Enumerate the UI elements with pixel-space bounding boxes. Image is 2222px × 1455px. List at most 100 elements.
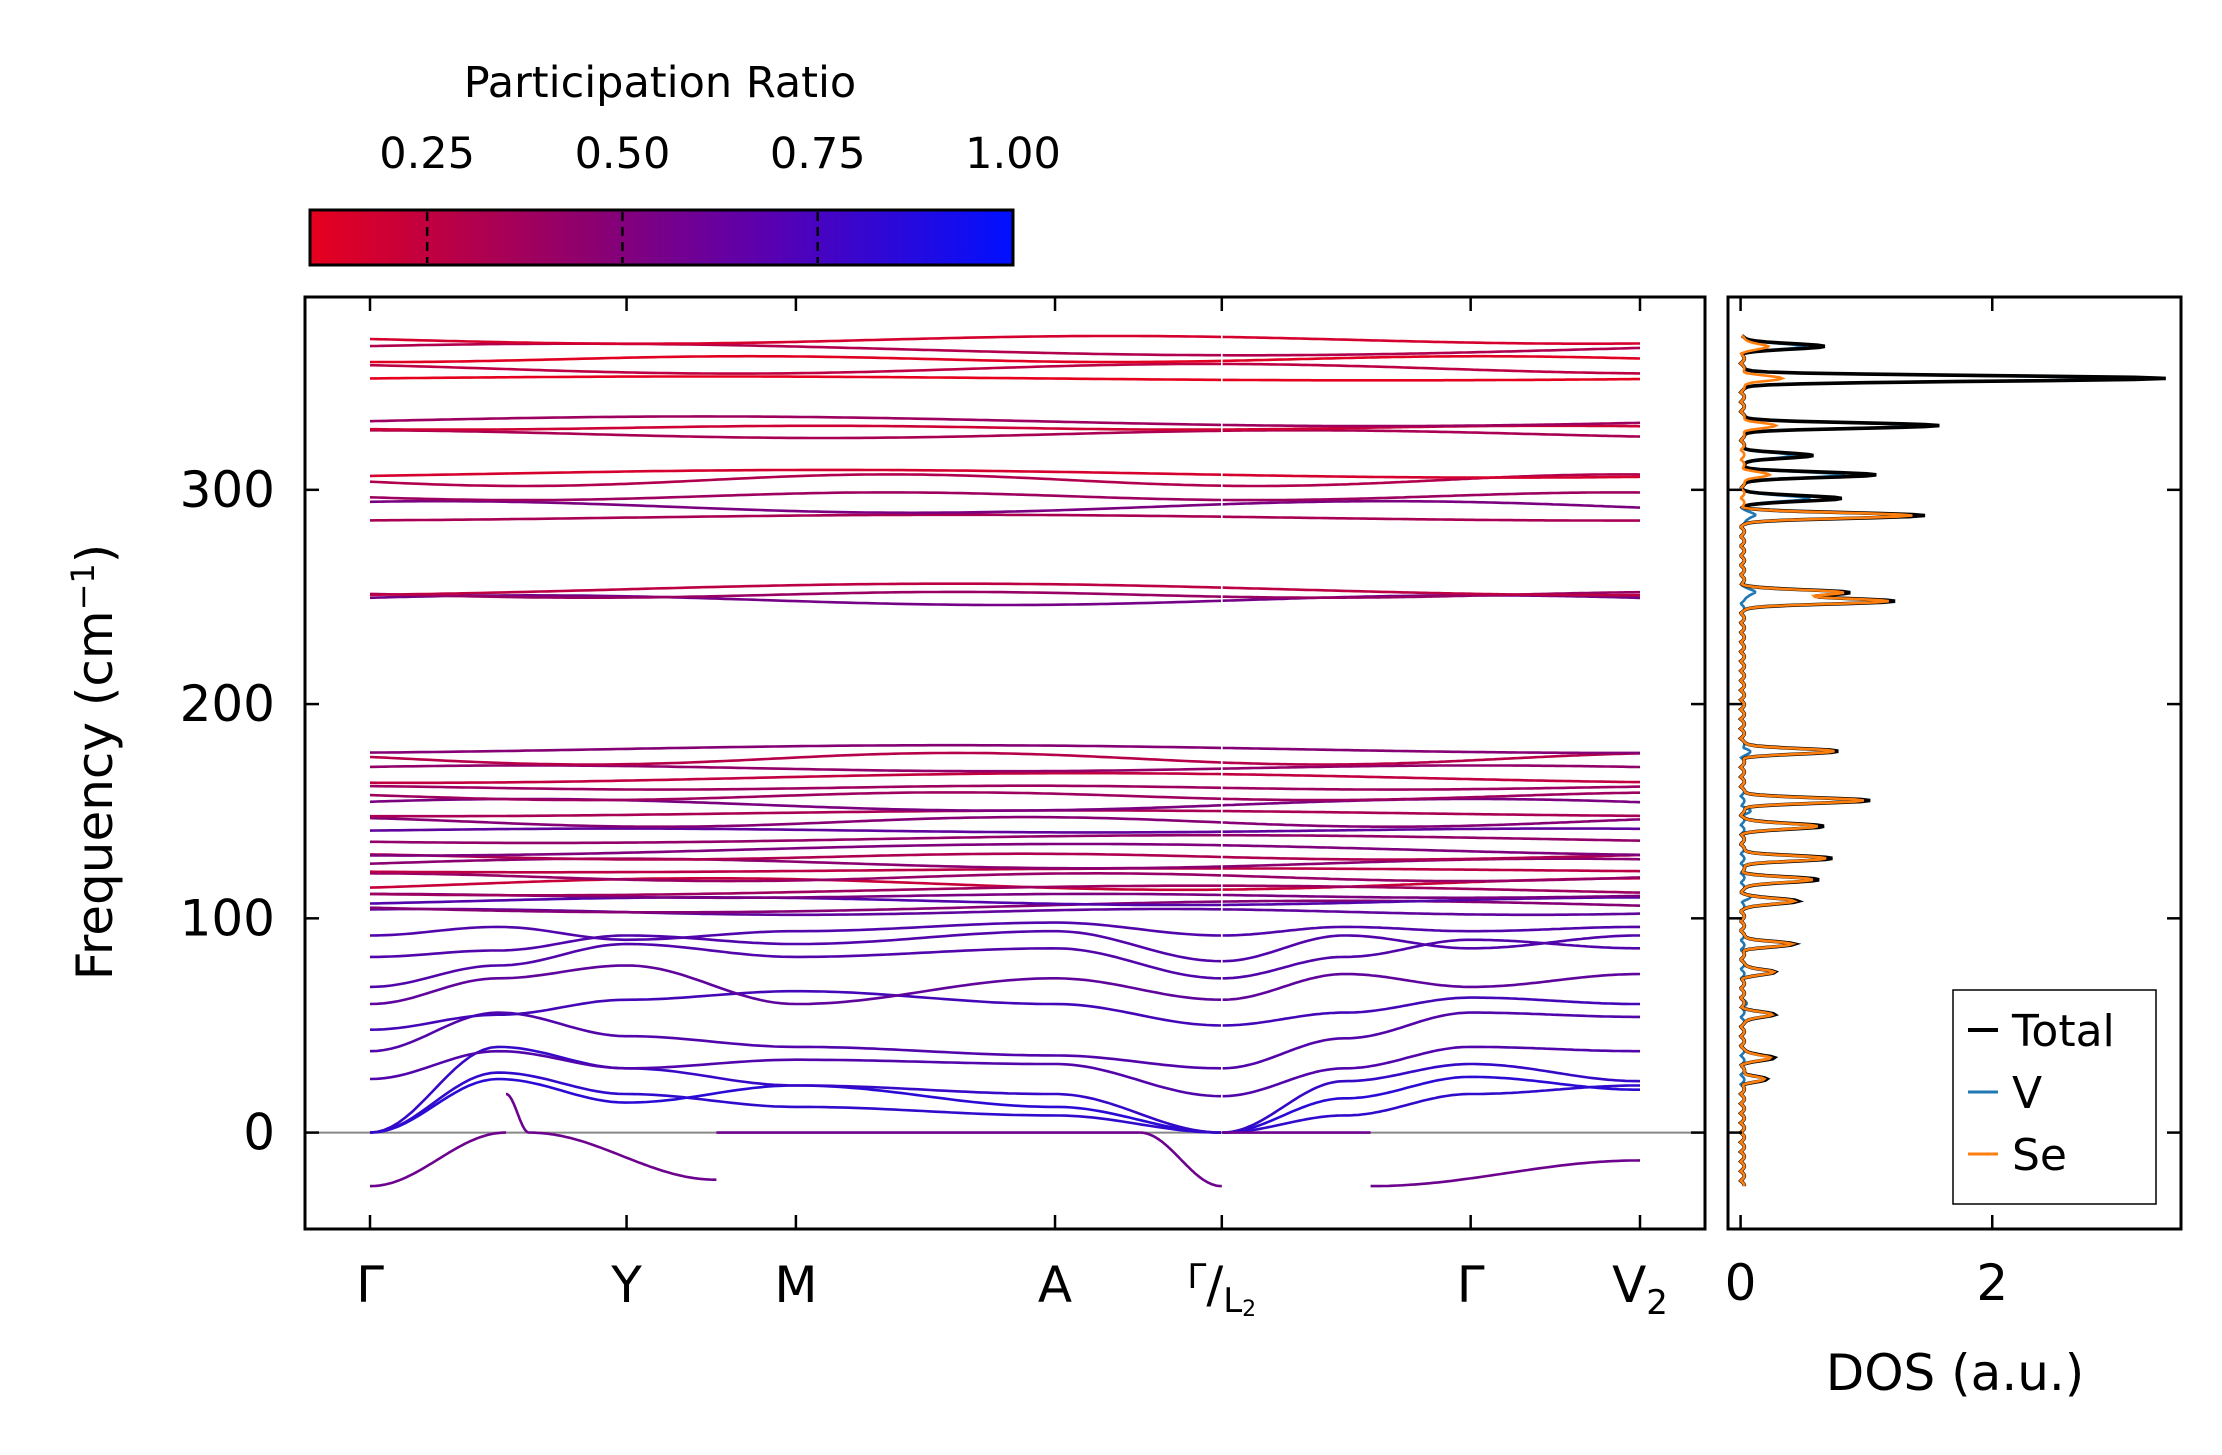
optical-band bbox=[369, 751, 1222, 766]
optical-band bbox=[370, 833, 1221, 845]
acoustic-band bbox=[369, 921, 1222, 942]
k-point-label: Y bbox=[610, 1256, 642, 1314]
optical-band bbox=[1222, 874, 1641, 883]
optical-band bbox=[1222, 764, 1640, 770]
acoustic-band bbox=[370, 929, 1222, 963]
imaginary-band bbox=[505, 1092, 530, 1134]
dos-x-tick-label: 2 bbox=[1976, 1254, 2008, 1312]
legend-box bbox=[1952, 989, 2157, 1205]
optical-band bbox=[1222, 354, 1641, 363]
optical-band bbox=[1222, 429, 1641, 438]
acoustic-band bbox=[1222, 1011, 1640, 1070]
optical-band bbox=[1222, 362, 1640, 375]
acoustic-band bbox=[369, 989, 1222, 1031]
acoustic-band bbox=[369, 1045, 1222, 1134]
k-point-label: Γ bbox=[356, 1256, 384, 1314]
optical-band bbox=[369, 857, 1222, 870]
k-point-label: Γ bbox=[1457, 1256, 1485, 1314]
optical-band bbox=[370, 842, 1222, 857]
colorbar: Participation Ratio 0.25 0.50 0.75 1.00 bbox=[308, 58, 1061, 267]
optical-band bbox=[369, 415, 1222, 427]
optical-band bbox=[369, 827, 1222, 834]
legend-items: Total V Se bbox=[1968, 1006, 2115, 1181]
optical-band bbox=[369, 582, 1222, 597]
acoustic-band bbox=[1222, 925, 1640, 937]
optical-band bbox=[1222, 785, 1641, 791]
optical-band bbox=[1222, 746, 1640, 755]
optical-band bbox=[1222, 473, 1641, 488]
optical-band bbox=[1222, 844, 1640, 857]
legend-label: Se bbox=[2012, 1130, 2067, 1181]
optical-band bbox=[1222, 908, 1641, 917]
acoustic-band bbox=[1222, 934, 1640, 963]
y-tick-label: 200 bbox=[180, 675, 275, 733]
colorbar-ticks: 0.25 0.50 0.75 1.00 bbox=[379, 129, 1061, 263]
optical-band bbox=[1222, 473, 1641, 479]
optical-band bbox=[369, 334, 1222, 345]
optical-band bbox=[1222, 377, 1640, 382]
acoustic-band bbox=[1222, 1084, 1640, 1134]
optical-band bbox=[1222, 818, 1641, 828]
optical-band bbox=[1222, 752, 1641, 766]
optical-band bbox=[1222, 586, 1640, 597]
k-point-label: M bbox=[774, 1256, 817, 1314]
y-tick-label: 100 bbox=[180, 889, 275, 947]
k-point-label: V2 bbox=[1612, 1256, 1668, 1323]
optical-band bbox=[1222, 491, 1641, 502]
optical-band bbox=[370, 375, 1222, 382]
dos-curves bbox=[1737, 334, 2166, 1187]
dos-x-tick-label: 0 bbox=[1725, 1254, 1757, 1312]
optical-band bbox=[1222, 335, 1640, 345]
optical-band bbox=[1222, 884, 1640, 894]
optical-band bbox=[369, 473, 1222, 488]
optical-band bbox=[369, 797, 1222, 812]
optical-band bbox=[1222, 772, 1640, 784]
optical-band bbox=[369, 815, 1222, 828]
acoustic-band bbox=[369, 1049, 1222, 1098]
band-axis-ticks: 0 100 200 300 Γ Y M A Γ/L2 Γ V2 bbox=[180, 297, 1705, 1323]
acoustic-band bbox=[369, 942, 1222, 989]
y-tick-label: 0 bbox=[243, 1104, 275, 1162]
acoustic-band bbox=[369, 1071, 1222, 1134]
phonon-bands bbox=[369, 334, 1641, 1188]
optical-band bbox=[1222, 893, 1640, 900]
optical-band bbox=[1222, 590, 1640, 599]
optical-band bbox=[1222, 791, 1640, 802]
optical-band bbox=[369, 852, 1222, 861]
k-point-label: A bbox=[1038, 1256, 1072, 1314]
imaginary-band bbox=[529, 1131, 717, 1181]
optical-band bbox=[370, 429, 1222, 440]
optical-band bbox=[1222, 867, 1641, 873]
colorbar-tick-label: 0.25 bbox=[379, 129, 475, 179]
acoustic-band bbox=[1222, 1045, 1640, 1098]
k-point-label: Γ/L2 bbox=[1187, 1256, 1256, 1322]
optical-band bbox=[1222, 827, 1640, 833]
optical-band bbox=[370, 424, 1222, 431]
optical-band bbox=[369, 594, 1222, 607]
optical-band bbox=[369, 743, 1222, 754]
optical-band bbox=[1222, 809, 1641, 818]
optical-band bbox=[369, 513, 1222, 522]
optical-band bbox=[1222, 346, 1641, 357]
acoustic-band bbox=[1222, 972, 1641, 1001]
colorbar-tick-label: 0.75 bbox=[770, 129, 866, 179]
optical-band bbox=[369, 362, 1221, 375]
imaginary-band bbox=[1370, 1159, 1641, 1188]
acoustic-band bbox=[1222, 1062, 1641, 1134]
imaginary-band bbox=[1139, 1131, 1222, 1188]
optical-band bbox=[369, 499, 1222, 515]
acoustic-band bbox=[1222, 938, 1640, 980]
imaginary-band bbox=[370, 1131, 506, 1188]
optical-band bbox=[369, 884, 1221, 897]
optical-band bbox=[370, 809, 1222, 818]
dos-plot-frame bbox=[1726, 295, 2183, 1231]
band-structure-panel: 0 100 200 300 Γ Y M A Γ/L2 Γ V2 Frequency (cm−1) bbox=[64, 295, 1707, 1323]
legend-label: V bbox=[2012, 1068, 2042, 1119]
band-plot-frame bbox=[303, 295, 1707, 1231]
optical-band bbox=[369, 791, 1222, 802]
acoustic-band bbox=[1222, 1075, 1640, 1134]
optical-band bbox=[369, 468, 1222, 478]
